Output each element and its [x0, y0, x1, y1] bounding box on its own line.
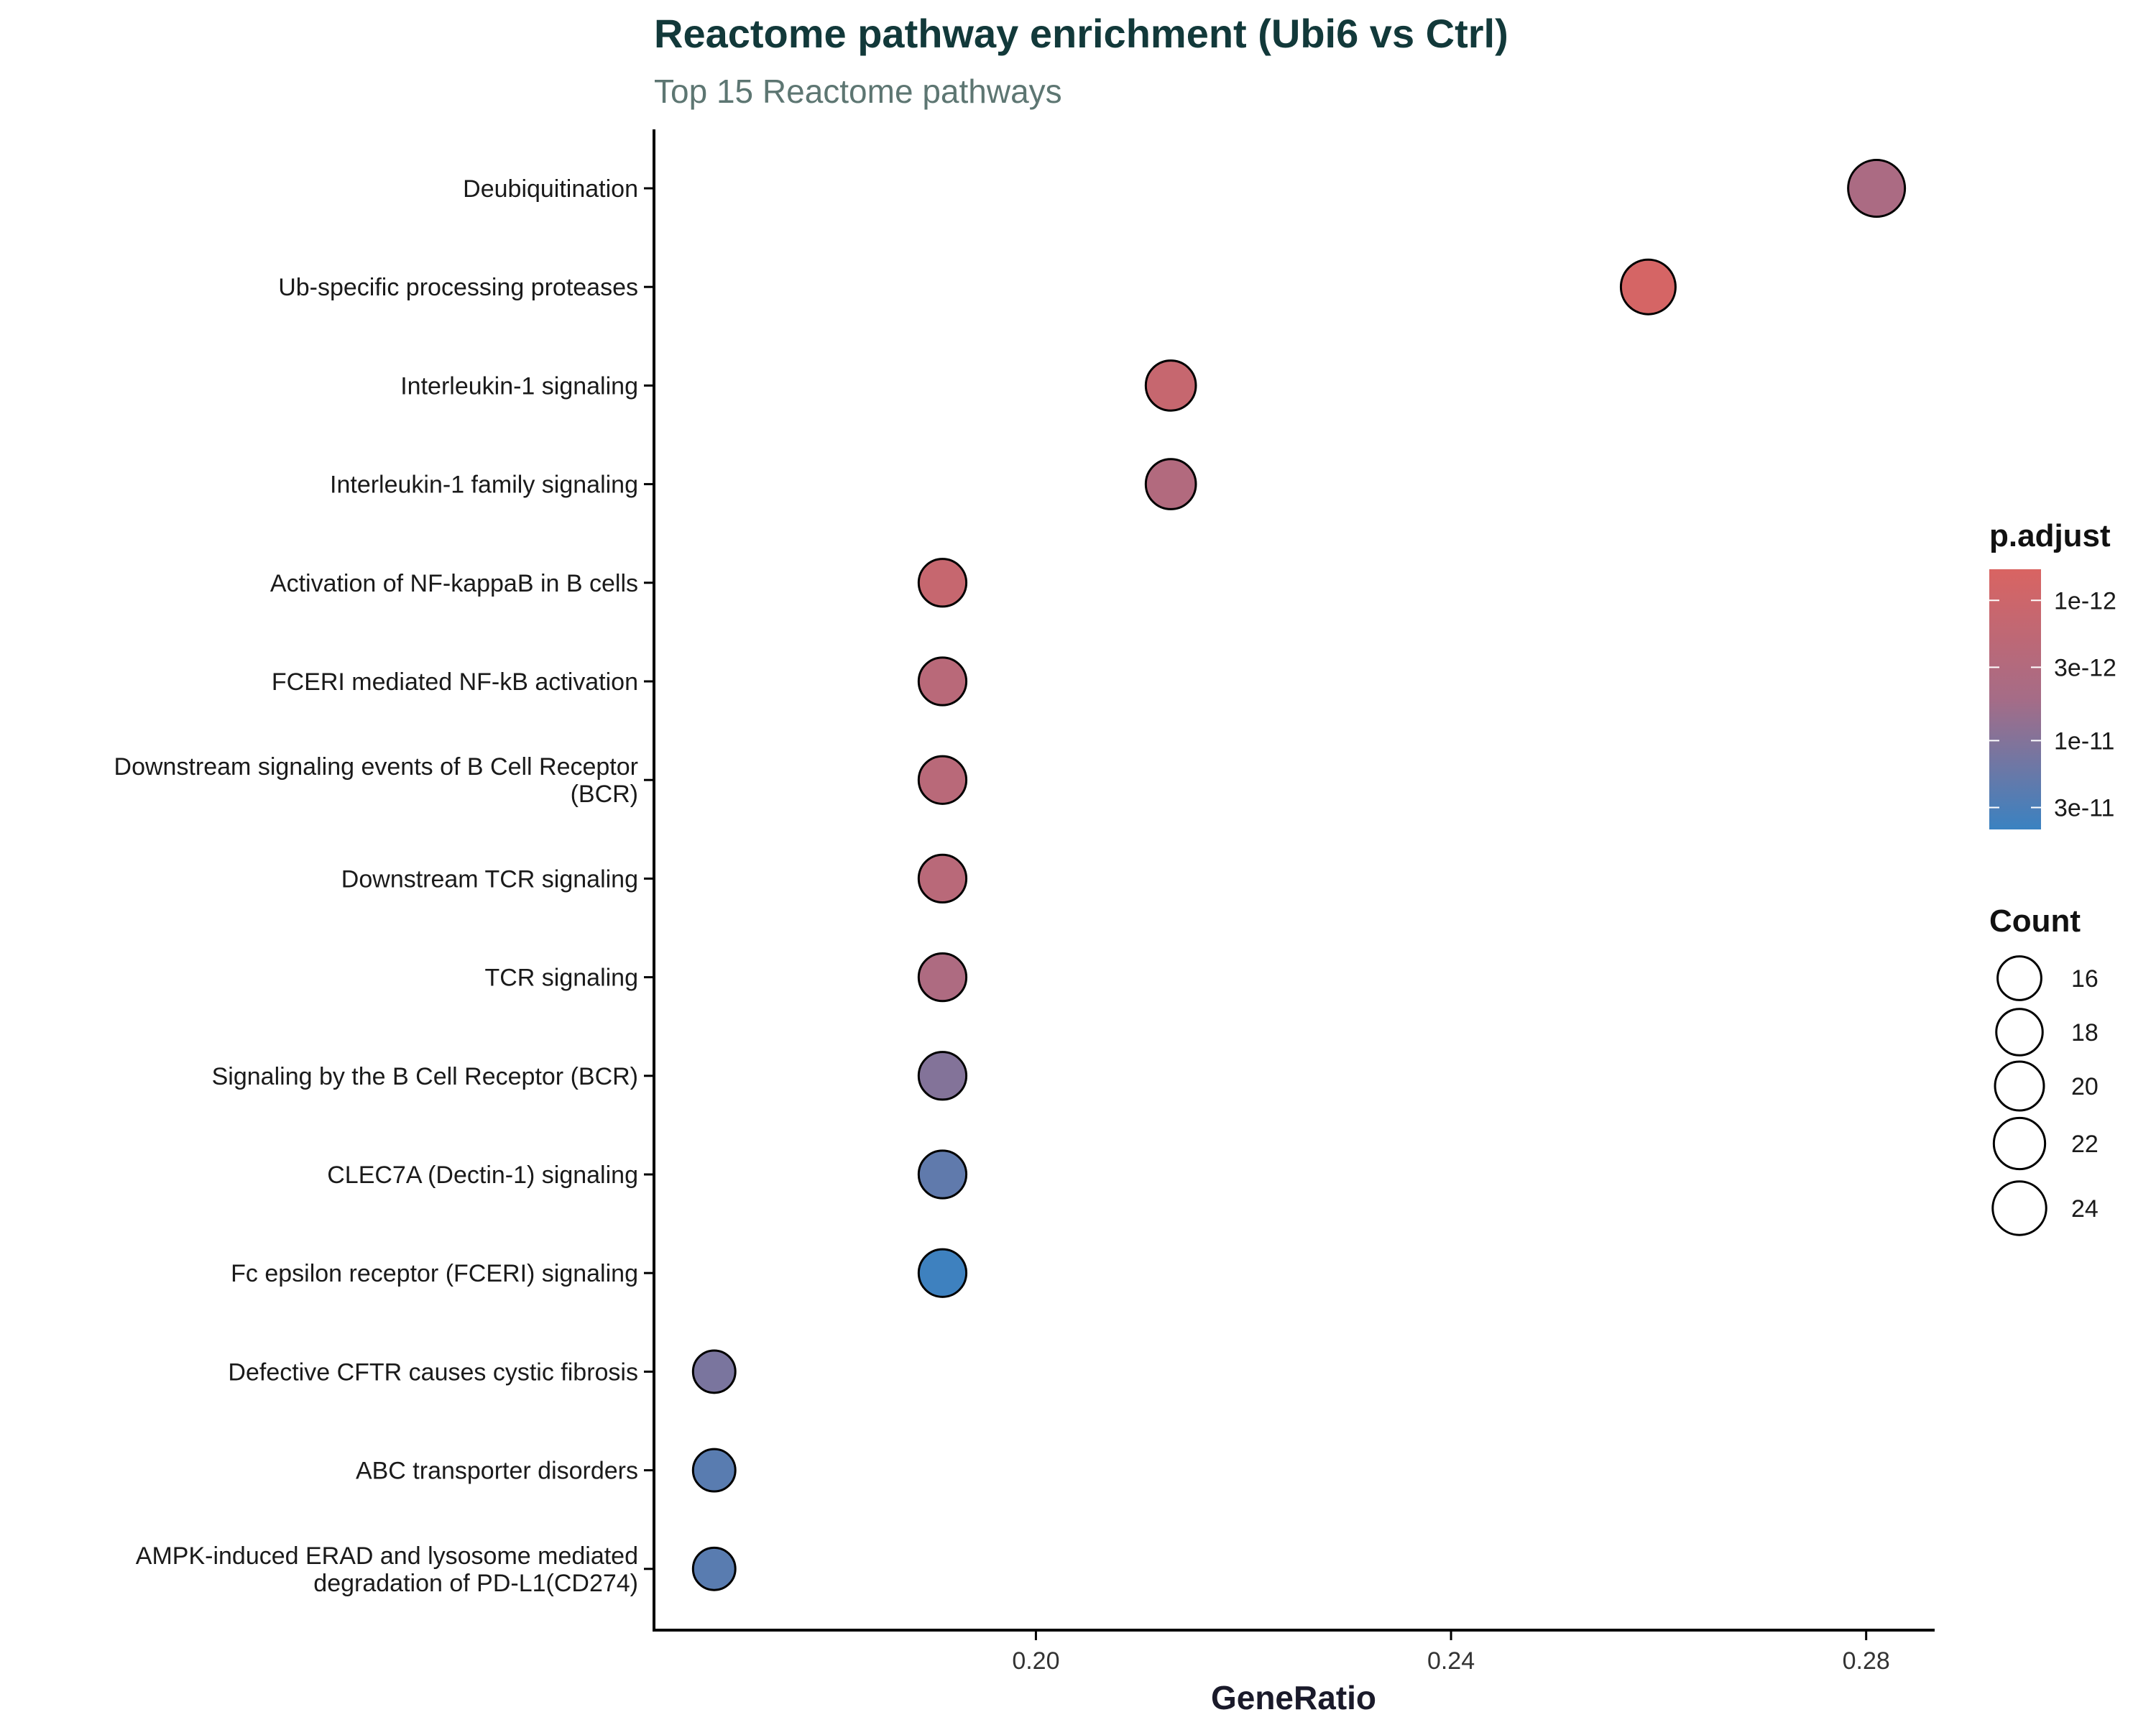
y-tick-label: CLEC7A (Dectin-1) signaling — [327, 1162, 638, 1189]
size-legend-label: 18 — [2071, 1019, 2099, 1046]
data-point — [1619, 258, 1677, 316]
data-point — [691, 1448, 737, 1493]
y-tick-label: FCERI mediated NF-kB activation — [272, 668, 638, 696]
y-tick-label: Downstream signaling events of B Cell Re… — [114, 753, 638, 781]
chart-title: Reactome pathway enrichment (Ubi6 vs Ctr… — [654, 11, 1508, 56]
y-tick-label: Fc epsilon receptor (FCERI) signaling — [231, 1260, 638, 1287]
data-point — [917, 853, 968, 904]
y-tick-label: Activation of NF-kappaB in B cells — [270, 570, 638, 597]
x-tick-label: 0.28 — [1843, 1647, 1890, 1675]
y-tick-label: AMPK-induced ERAD and lysosome mediated — [136, 1542, 638, 1570]
data-point — [917, 755, 968, 805]
chart-subtitle: Top 15 Reactome pathways — [654, 73, 1062, 110]
color-legend-title: p.adjust — [1989, 518, 2111, 553]
y-tick-label: Defective CFTR causes cystic fibrosis — [228, 1358, 638, 1386]
color-legend-bar — [1989, 569, 2041, 829]
x-tick-label: 0.24 — [1427, 1647, 1475, 1675]
data-point — [917, 952, 968, 1003]
color-legend-label: 1e-12 — [2054, 587, 2116, 615]
data-point — [1847, 159, 1907, 218]
y-tick-label: TCR signaling — [484, 965, 638, 992]
x-tick-label: 0.20 — [1012, 1647, 1059, 1675]
size-legend-label: 20 — [2071, 1073, 2099, 1100]
y-tick-label: Deubiquitination — [463, 175, 638, 203]
color-legend: p.adjust 1e-12 3e-12 1e-11 3e-11 — [1989, 518, 2116, 829]
y-tick-label: Signaling by the B Cell Receptor (BCR) — [212, 1063, 638, 1090]
data-point — [1144, 458, 1197, 510]
size-legend-label: 24 — [2071, 1195, 2099, 1223]
data-point — [917, 1051, 968, 1101]
size-legend-circle — [1992, 1116, 2047, 1171]
data-point — [691, 1349, 737, 1394]
data-point — [917, 656, 968, 707]
size-legend-label: 22 — [2071, 1131, 2099, 1158]
color-legend-ticks: 1e-12 3e-12 1e-11 3e-11 — [1989, 587, 2116, 822]
y-tick-label: Interleukin-1 signaling — [400, 372, 638, 400]
size-legend: Count 16 18 20 22 24 — [1989, 903, 2099, 1236]
data-point — [691, 1546, 737, 1591]
y-tick-label: Ub-specific processing proteases — [278, 274, 638, 301]
y-tick-label: degradation of PD-L1(CD274) — [313, 1570, 638, 1597]
size-legend-label: 16 — [2071, 965, 2099, 993]
size-legend-title: Count — [1989, 903, 2081, 939]
data-point — [917, 558, 968, 608]
size-legend-circle — [1996, 955, 2042, 1001]
size-legend-circle — [1994, 1060, 2045, 1112]
size-legend-circle — [1991, 1180, 2047, 1236]
color-legend-label: 3e-12 — [2054, 654, 2116, 681]
color-legend-label: 1e-11 — [2054, 727, 2114, 755]
size-legend-circle — [1995, 1008, 2044, 1057]
y-tick-label: Downstream TCR signaling — [341, 865, 638, 893]
y-axis-ticks: Deubiquitination Ub-specific processing p… — [114, 175, 654, 1597]
plot-area: Deubiquitination Ub-specific processing p… — [114, 129, 1935, 1675]
data-point — [1144, 359, 1197, 412]
data-points — [691, 159, 1907, 1591]
y-tick-label: Interleukin-1 family signaling — [330, 472, 638, 499]
size-legend-items: 16 18 20 22 24 — [1991, 955, 2099, 1236]
x-axis-ticks: 0.20 0.24 0.28 — [1012, 1630, 1890, 1675]
data-point — [917, 1149, 968, 1200]
data-point — [917, 1248, 968, 1298]
x-axis-title: GeneRatio — [1211, 1679, 1376, 1716]
y-tick-label: ABC transporter disorders — [356, 1458, 638, 1485]
color-legend-label: 3e-11 — [2054, 794, 2114, 822]
y-tick-label: (BCR) — [571, 781, 638, 808]
